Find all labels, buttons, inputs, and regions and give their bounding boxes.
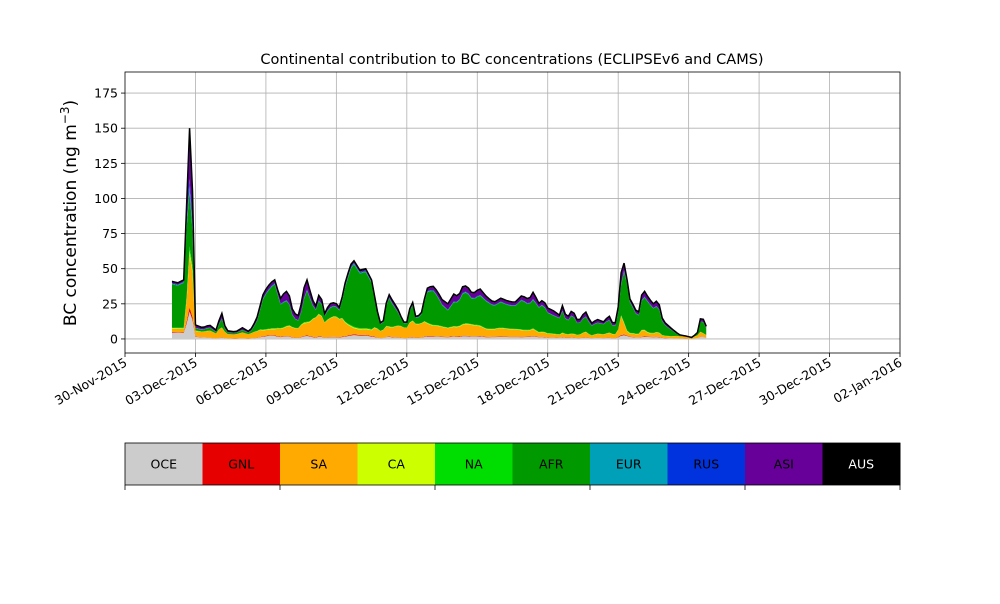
stacked-area-series bbox=[171, 128, 707, 339]
legend-label-oce: OCE bbox=[151, 457, 178, 472]
x-tick-label: 12-Dec-2015 bbox=[334, 355, 412, 408]
legend-label-sa: SA bbox=[310, 457, 327, 472]
legend-swatch-sa bbox=[280, 443, 358, 485]
legend-swatch-na bbox=[435, 443, 513, 485]
legend-label-rus: RUS bbox=[693, 457, 719, 472]
plot-frame bbox=[124, 71, 901, 354]
legend-label-afr: AFR bbox=[539, 457, 564, 472]
y-axis-label-superscript: −3 bbox=[58, 106, 72, 124]
x-tick-label: 09-Dec-2015 bbox=[263, 355, 341, 408]
legend: OCE GNL SA CA NA AFR EUR RUS ASI AUS bbox=[124, 442, 901, 490]
y-tick-label: 25 bbox=[102, 296, 118, 311]
legend-swatch-gnl bbox=[202, 443, 281, 485]
y-tick-label: 50 bbox=[102, 261, 118, 276]
x-tick-label: 03-Dec-2015 bbox=[122, 355, 200, 408]
legend-swatch-afr bbox=[512, 443, 591, 485]
legend-label-eur: EUR bbox=[616, 457, 642, 472]
x-tick-label: 15-Dec-2015 bbox=[404, 355, 482, 408]
y-tick-label: 75 bbox=[102, 226, 118, 241]
chart-title: Continental contribution to BC concentra… bbox=[260, 52, 763, 68]
legend-label-gnl: GNL bbox=[228, 457, 254, 472]
x-tick-label: 02-Jan-2016 bbox=[831, 355, 905, 406]
y-axis-label-close: ) bbox=[61, 100, 81, 107]
legend-swatch-ca bbox=[357, 443, 436, 485]
legend-frame bbox=[124, 442, 901, 486]
y-tick-label: 125 bbox=[94, 156, 118, 171]
y-tick-label: 100 bbox=[94, 191, 118, 206]
x-tick-label: 18-Dec-2015 bbox=[475, 355, 553, 408]
legend-swatch-aus bbox=[822, 443, 901, 485]
y-tick-label: 150 bbox=[94, 121, 118, 136]
legend-label-aus: AUS bbox=[848, 457, 874, 472]
legend-label-na: NA bbox=[465, 457, 483, 472]
x-tick-label: 27-Dec-2015 bbox=[686, 355, 764, 408]
legend-swatch-rus bbox=[667, 443, 746, 485]
total-line bbox=[171, 128, 707, 339]
legend-swatch-asi bbox=[745, 443, 823, 485]
legend-label-asi: ASI bbox=[774, 457, 794, 472]
y-axis-label: BC concentration (ng m−3) bbox=[58, 100, 81, 326]
y-axis-label-main: BC concentration (ng m bbox=[61, 124, 81, 326]
axes: 30-Nov-201503-Dec-201506-Dec-201509-Dec-… bbox=[52, 71, 905, 408]
x-tick-label: 24-Dec-2015 bbox=[616, 355, 694, 408]
legend-label-ca: CA bbox=[388, 457, 406, 472]
legend-swatch-eur bbox=[590, 443, 668, 485]
x-tick-label: 30-Dec-2015 bbox=[756, 355, 834, 408]
x-tick-label: 30-Nov-2015 bbox=[52, 355, 129, 408]
area-series-afr bbox=[171, 191, 707, 338]
y-tick-label: 0 bbox=[110, 331, 118, 346]
x-tick-label: 21-Dec-2015 bbox=[545, 355, 623, 408]
x-tick-label: 06-Dec-2015 bbox=[193, 355, 271, 408]
area-series-asi bbox=[171, 136, 707, 338]
legend-swatch-oce bbox=[125, 443, 203, 485]
y-tick-label: 175 bbox=[94, 86, 118, 101]
